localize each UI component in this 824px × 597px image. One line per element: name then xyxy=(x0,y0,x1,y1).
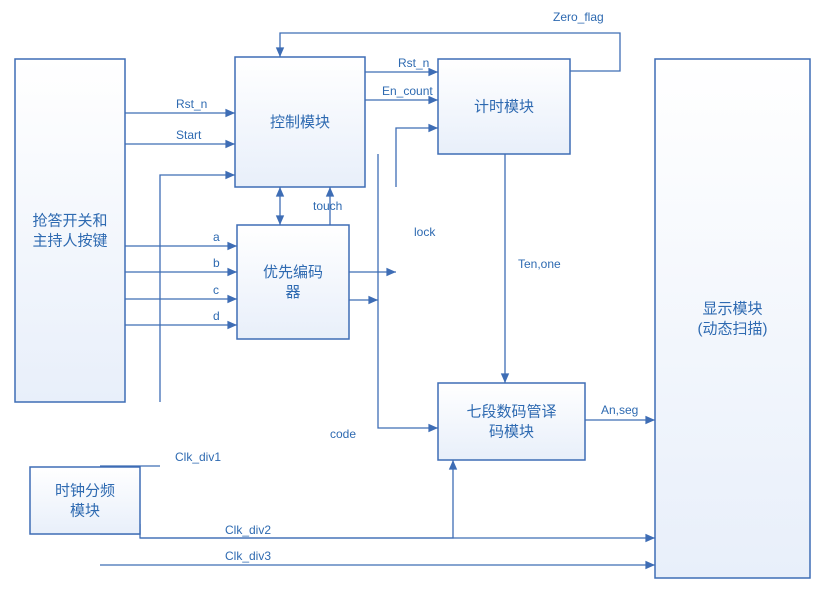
label-touch: touch xyxy=(313,199,342,213)
edge-18 xyxy=(140,524,655,538)
block-display: 显示模块 (动态扫描) xyxy=(655,59,810,578)
block-encoder-label: 器 xyxy=(285,284,300,301)
block-switches-label: 抢答开关和 xyxy=(32,212,107,230)
block-display-label: (动态扫描) xyxy=(698,321,768,338)
block-ctrl: 控制模块 xyxy=(235,57,365,187)
label-en_cnt: En_count xyxy=(382,84,433,98)
block-ctrl-label: 控制模块 xyxy=(270,114,330,131)
block-clockdiv: 时钟分频模块 xyxy=(30,467,140,534)
label-code: code xyxy=(330,427,356,441)
block-seg-label: 七段数码管译 xyxy=(466,404,556,421)
label-clk1: Clk_div1 xyxy=(175,450,221,464)
label-lock: lock xyxy=(414,225,436,239)
label-b: b xyxy=(213,256,220,270)
edge-8 xyxy=(378,154,438,428)
block-clockdiv-label: 时钟分频 xyxy=(55,483,115,500)
label-clk3: Clk_div3 xyxy=(225,549,271,563)
edge-20 xyxy=(140,460,453,538)
label-anseg: An,seg xyxy=(601,403,638,417)
label-c: c xyxy=(213,283,219,297)
label-clk2: Clk_div2 xyxy=(225,523,271,537)
block-switches-label: 主持人按键 xyxy=(32,233,107,250)
block-seg: 七段数码管译码模块 xyxy=(438,383,585,460)
label-d: d xyxy=(213,309,220,323)
block-encoder: 优先编码器 xyxy=(237,225,349,339)
label-tenone: Ten,one xyxy=(518,257,561,271)
label-start: Start xyxy=(176,128,202,142)
label-a: a xyxy=(213,230,220,244)
label-zero: Zero_flag xyxy=(553,10,604,24)
block-display-label: 显示模块 xyxy=(702,301,762,318)
block-clockdiv-label: 模块 xyxy=(70,503,100,520)
block-encoder-label: 优先编码 xyxy=(263,264,323,281)
block-timer-label: 计时模块 xyxy=(474,99,534,116)
label-rst_n1: Rst_n xyxy=(176,97,207,111)
edge-9 xyxy=(396,128,438,187)
edge-17 xyxy=(160,175,235,402)
block-timer: 计时模块 xyxy=(438,59,570,154)
block-seg-label: 码模块 xyxy=(489,424,534,441)
block-switches: 抢答开关和主持人按键 xyxy=(15,59,125,402)
label-rst_n2: Rst_n xyxy=(398,56,429,70)
